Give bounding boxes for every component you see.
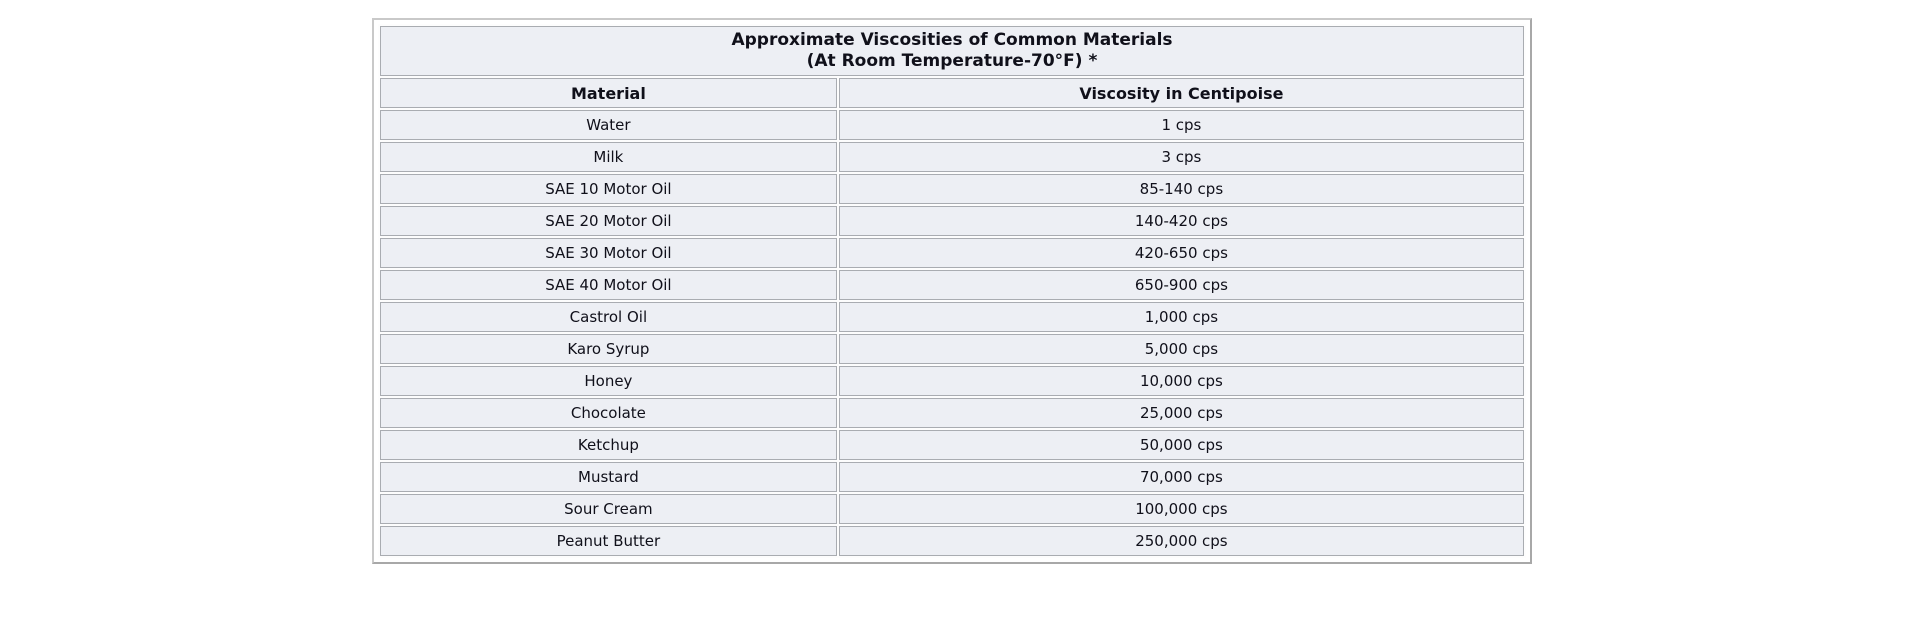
table-row: Sour Cream 100,000 cps <box>380 494 1524 524</box>
table-row: Water 1 cps <box>380 110 1524 140</box>
viscosity-cell: 250,000 cps <box>838 526 1524 556</box>
table-row: Ketchup 50,000 cps <box>380 430 1524 460</box>
table-row: SAE 10 Motor Oil 85-140 cps <box>380 174 1524 204</box>
material-cell: Peanut Butter <box>380 526 837 556</box>
viscosity-cell: 25,000 cps <box>838 398 1524 428</box>
table-head: Approximate Viscosities of Common Materi… <box>380 26 1524 108</box>
table-row: Mustard 70,000 cps <box>380 462 1524 492</box>
table-title-cell: Approximate Viscosities of Common Materi… <box>380 26 1524 76</box>
column-header-material: Material <box>380 78 837 108</box>
viscosity-cell: 100,000 cps <box>838 494 1524 524</box>
table-subtitle: (At Room Temperature-70°F) * <box>806 51 1098 71</box>
viscosity-table-wrapper: Approximate Viscosities of Common Materi… <box>372 18 1532 564</box>
viscosity-cell: 10,000 cps <box>838 366 1524 396</box>
material-cell: Milk <box>380 142 837 172</box>
table-row: Peanut Butter 250,000 cps <box>380 526 1524 556</box>
material-cell: SAE 20 Motor Oil <box>380 206 837 236</box>
material-cell: SAE 40 Motor Oil <box>380 270 837 300</box>
viscosity-cell: 140-420 cps <box>838 206 1524 236</box>
viscosity-cell: 420-650 cps <box>838 238 1524 268</box>
table-row: Castrol Oil 1,000 cps <box>380 302 1524 332</box>
table-row: Chocolate 25,000 cps <box>380 398 1524 428</box>
viscosity-cell: 650-900 cps <box>838 270 1524 300</box>
viscosity-cell: 1,000 cps <box>838 302 1524 332</box>
material-cell: SAE 30 Motor Oil <box>380 238 837 268</box>
column-header-viscosity: Viscosity in Centipoise <box>838 78 1524 108</box>
material-cell: Honey <box>380 366 837 396</box>
material-cell: Castrol Oil <box>380 302 837 332</box>
viscosity-cell: 50,000 cps <box>838 430 1524 460</box>
table-row: SAE 20 Motor Oil 140-420 cps <box>380 206 1524 236</box>
viscosity-table: Approximate Viscosities of Common Materi… <box>378 24 1526 558</box>
table-row: SAE 40 Motor Oil 650-900 cps <box>380 270 1524 300</box>
material-cell: SAE 10 Motor Oil <box>380 174 837 204</box>
material-cell: Mustard <box>380 462 837 492</box>
viscosity-cell: 5,000 cps <box>838 334 1524 364</box>
table-body: Water 1 cps Milk 3 cps SAE 10 Motor Oil 85-14… <box>380 110 1524 556</box>
viscosity-cell: 3 cps <box>838 142 1524 172</box>
material-cell: Water <box>380 110 837 140</box>
table-row: Honey 10,000 cps <box>380 366 1524 396</box>
table-title: Approximate Viscosities of Common Materi… <box>731 30 1173 50</box>
viscosity-cell: 85-140 cps <box>838 174 1524 204</box>
material-cell: Ketchup <box>380 430 837 460</box>
table-row: Milk 3 cps <box>380 142 1524 172</box>
material-cell: Karo Syrup <box>380 334 837 364</box>
header-row: Material Viscosity in Centipoise <box>380 78 1524 108</box>
title-row: Approximate Viscosities of Common Materi… <box>380 26 1524 76</box>
table-row: Karo Syrup 5,000 cps <box>380 334 1524 364</box>
material-cell: Sour Cream <box>380 494 837 524</box>
viscosity-cell: 1 cps <box>838 110 1524 140</box>
viscosity-cell: 70,000 cps <box>838 462 1524 492</box>
material-cell: Chocolate <box>380 398 837 428</box>
table-row: SAE 30 Motor Oil 420-650 cps <box>380 238 1524 268</box>
